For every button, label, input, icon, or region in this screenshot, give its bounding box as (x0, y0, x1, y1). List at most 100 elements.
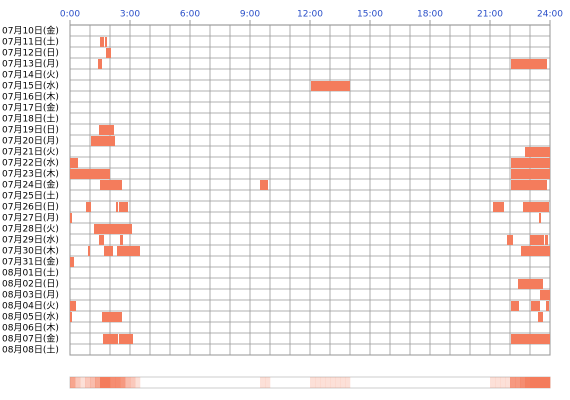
activity-bar (91, 136, 115, 146)
activity-bar (104, 246, 113, 256)
summary-cell (115, 377, 121, 388)
summary-cell (110, 377, 116, 388)
summary-cell (335, 377, 341, 388)
activity-bar (511, 158, 550, 168)
activity-bar (94, 224, 132, 234)
summary-cell (75, 377, 81, 388)
row-label: 07月25日(土) (2, 190, 59, 202)
summary-cell (515, 377, 521, 388)
row-label: 08月05日(水) (2, 311, 59, 323)
activity-bar (493, 202, 504, 212)
activity-bar (70, 169, 110, 179)
row-label: 07月10日(金) (2, 25, 59, 37)
activity-bar (511, 169, 550, 179)
summary-cell (100, 377, 106, 388)
activity-bar (99, 235, 104, 245)
x-tick-label: 9:00 (240, 10, 260, 20)
row-label: 07月30日(木) (2, 245, 59, 257)
activity-bar (539, 213, 541, 223)
activity-bar (117, 246, 140, 256)
row-label: 07月27日(月) (2, 213, 59, 224)
activity-bar (311, 81, 350, 91)
activity-bar (70, 158, 78, 168)
row-label: 07月15日(水) (2, 80, 59, 92)
summary-cell (120, 377, 126, 388)
row-label: 07月11日(土) (2, 36, 59, 48)
row-label: 07月26日(日) (2, 202, 59, 213)
row-label: 08月06日(木) (2, 322, 59, 334)
row-label: 07月17日(金) (2, 102, 59, 114)
activity-bar (102, 312, 122, 322)
summary-cell (525, 377, 531, 388)
activity-bar (105, 37, 107, 47)
x-tick-label: 0:00 (60, 10, 80, 20)
summary-cell (320, 377, 326, 388)
activity-bar (70, 213, 72, 223)
summary-cell (315, 377, 321, 388)
summary-cell (500, 377, 506, 388)
summary-cell (540, 377, 546, 388)
activity-bar (116, 202, 118, 212)
summary-cell (90, 377, 96, 388)
row-label: 07月19日(日) (2, 125, 59, 136)
activity-bar (103, 334, 118, 344)
row-label: 08月08日(土) (2, 344, 59, 356)
row-label: 07月24日(金) (2, 179, 59, 191)
summary-cell (535, 377, 541, 388)
summary-cell (70, 377, 76, 388)
row-label: 08月07日(金) (2, 333, 59, 345)
row-label: 07月28日(火) (2, 224, 59, 235)
summary-cell (510, 377, 516, 388)
row-label: 07月18日(土) (2, 113, 59, 125)
summary-cell (95, 377, 101, 388)
x-tick-label: 18:00 (417, 10, 443, 20)
summary-cell (345, 377, 351, 388)
x-tick-label: 24:00 (537, 10, 563, 20)
x-tick-label: 3:00 (120, 10, 140, 20)
activity-bar (98, 59, 102, 69)
row-label: 07月31日(金) (2, 256, 59, 268)
summary-cell (490, 377, 496, 388)
summary-cell (330, 377, 336, 388)
activity-bar (511, 334, 550, 344)
summary-cell (505, 377, 511, 388)
activity-bar (260, 180, 268, 190)
row-label: 07月22日(水) (2, 157, 59, 169)
activity-bar (119, 334, 133, 344)
summary-cell (310, 377, 316, 388)
row-label: 07月29日(水) (2, 234, 59, 246)
row-label: 08月02日(日) (2, 279, 59, 290)
activity-bar (70, 312, 72, 322)
summary-cell (495, 377, 501, 388)
activity-bar (546, 301, 549, 311)
summary-cell (85, 377, 91, 388)
summary-cell (135, 377, 141, 388)
row-label: 07月20日(月) (2, 136, 59, 147)
row-label: 08月01日(土) (2, 267, 59, 279)
x-tick-label: 6:00 (180, 10, 200, 20)
activity-bar (70, 257, 74, 267)
row-label: 07月16日(木) (2, 91, 59, 103)
summary-cell (530, 377, 536, 388)
activity-bar (507, 235, 513, 245)
summary-cell (105, 377, 111, 388)
row-label: 07月23日(木) (2, 168, 59, 180)
summary-cell (325, 377, 331, 388)
activity-bar (538, 312, 543, 322)
summary-cell (130, 377, 136, 388)
activity-bar (530, 235, 544, 245)
activity-bar (511, 180, 547, 190)
summary-cell (125, 377, 131, 388)
activity-bar (119, 202, 128, 212)
activity-bar (120, 235, 123, 245)
x-tick-label: 15:00 (357, 10, 383, 20)
x-tick-label: 12:00 (297, 10, 323, 20)
summary-cell (80, 377, 86, 388)
summary-cell (545, 377, 551, 388)
activity-bar (100, 37, 104, 47)
row-label: 08月04日(火) (2, 301, 59, 312)
row-label: 08月03日(月) (2, 290, 59, 301)
activity-bar (511, 301, 519, 311)
activity-bar (99, 125, 114, 135)
